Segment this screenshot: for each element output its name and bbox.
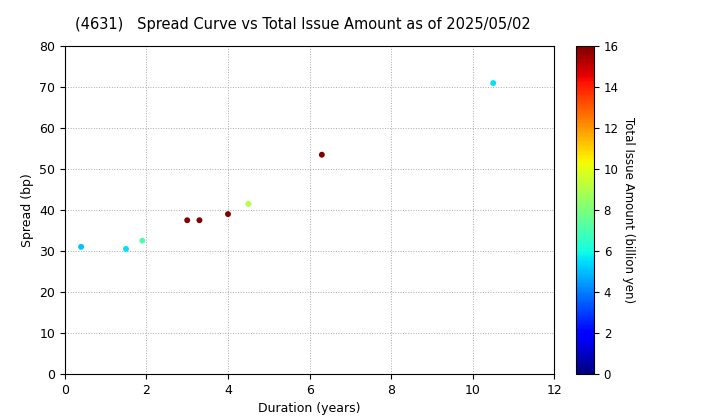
Point <box>137 237 148 244</box>
Point <box>487 80 499 87</box>
X-axis label: Duration (years): Duration (years) <box>258 402 361 415</box>
Point <box>316 151 328 158</box>
Y-axis label: Spread (bp): Spread (bp) <box>21 173 34 247</box>
Point <box>243 200 254 207</box>
Text: (4631)   Spread Curve vs Total Issue Amount as of 2025/05/02: (4631) Spread Curve vs Total Issue Amoun… <box>75 17 530 32</box>
Point <box>194 217 205 223</box>
Point <box>181 217 193 223</box>
Point <box>76 244 87 250</box>
Y-axis label: Total Issue Amount (billion yen): Total Issue Amount (billion yen) <box>622 117 635 303</box>
Point <box>120 246 132 252</box>
Point <box>222 211 234 218</box>
